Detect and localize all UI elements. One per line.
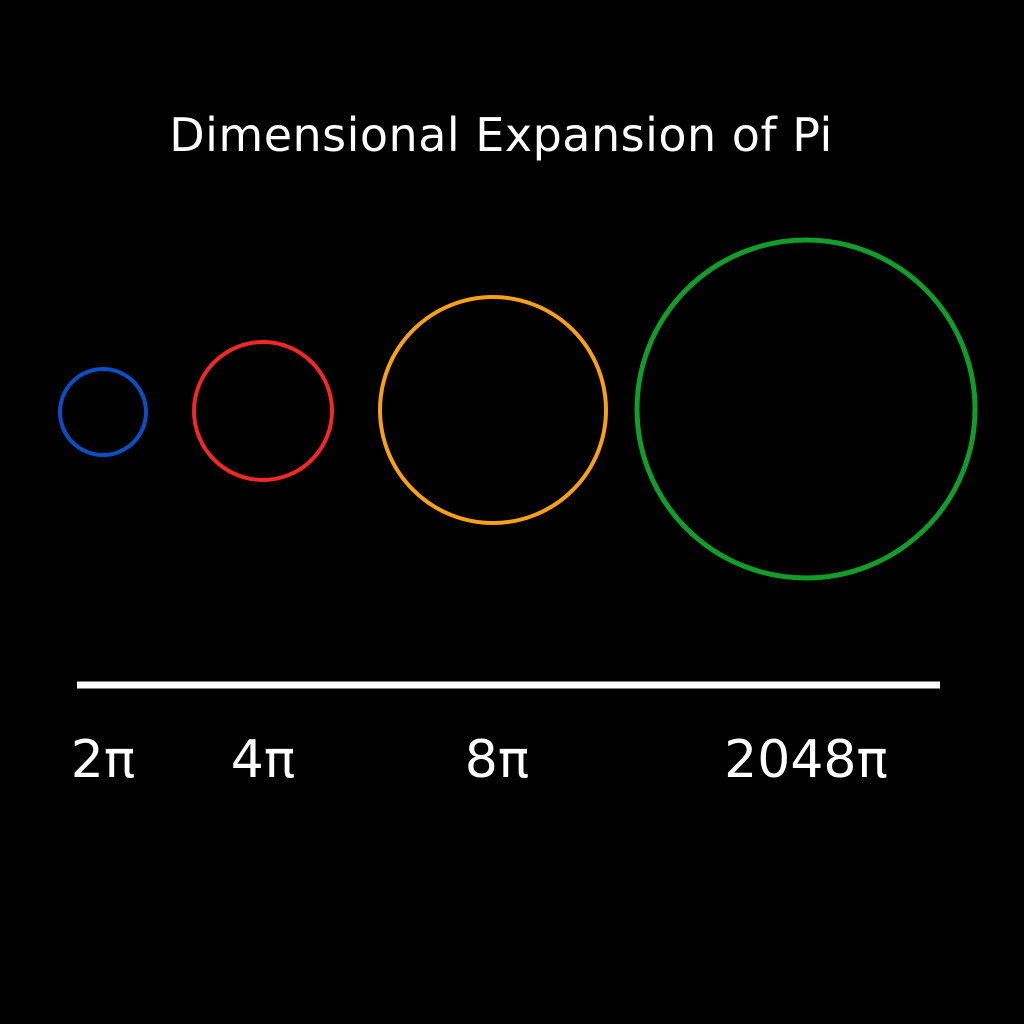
label-2pi: 2π	[70, 730, 136, 790]
circle-2048pi	[634, 237, 978, 581]
circle-2pi	[58, 367, 148, 457]
label-4pi: 4π	[230, 730, 296, 790]
label-2048pi: 2048π	[724, 730, 888, 790]
circle-8pi	[378, 295, 608, 525]
circle-4pi	[192, 340, 334, 482]
label-8pi: 8π	[464, 730, 530, 790]
diagram-title: Dimensional Expansion of Pi	[169, 108, 833, 162]
